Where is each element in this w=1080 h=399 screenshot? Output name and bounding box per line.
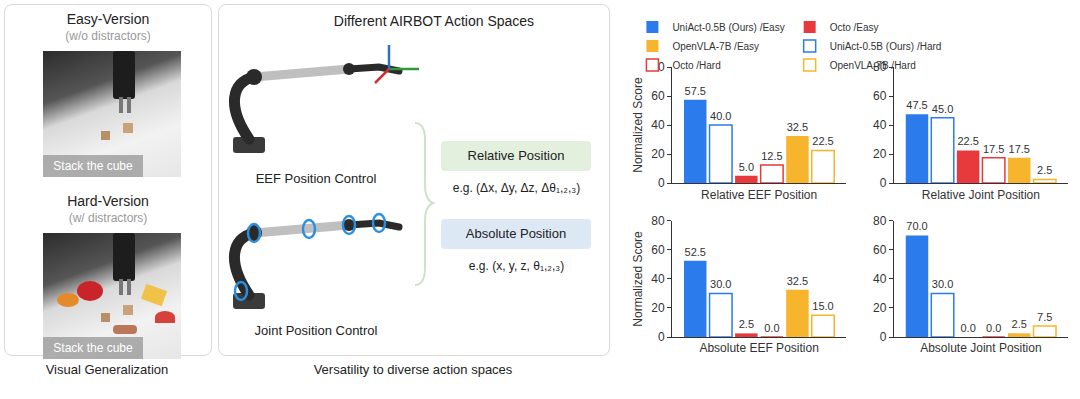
svg-text:0.0: 0.0 (986, 322, 1001, 334)
svg-text:47.5: 47.5 (906, 99, 927, 111)
svg-text:60: 60 (873, 243, 887, 257)
svg-text:17.5: 17.5 (1009, 143, 1030, 155)
svg-text:0: 0 (658, 176, 665, 190)
svg-text:5.0: 5.0 (739, 161, 754, 173)
svg-text:40: 40 (651, 118, 665, 132)
html-text:Different AIRBOT Action Spaces: Different AIRBOT Action Spaces (333, 13, 535, 29)
svg-text:2.5: 2.5 (1012, 318, 1027, 330)
svg-text:UniAct-0.5B (Ours) /Easy: UniAct-0.5B (Ours) /Easy (672, 22, 784, 33)
svg-text:Octo /Hard: Octo /Hard (672, 60, 720, 71)
svg-text:0: 0 (880, 176, 887, 190)
svg-text:60: 60 (873, 89, 887, 103)
svg-text:0.0: 0.0 (960, 322, 975, 334)
svg-text:60: 60 (651, 243, 665, 257)
html-text:EEF Position Control: EEF Position Control (255, 171, 377, 186)
svg-text:7.5: 7.5 (1037, 311, 1052, 323)
svg-text:80: 80 (873, 214, 887, 228)
svg-text:2.5: 2.5 (1037, 164, 1052, 176)
svg-text:57.5: 57.5 (685, 85, 706, 97)
html-text:Versatility to diverse action: Versatility to diverse action spaces (313, 362, 513, 377)
svg-text:15.0: 15.0 (812, 300, 833, 312)
html-text:Joint Position Control: Joint Position Control (254, 323, 378, 338)
svg-text:40.0: 40.0 (710, 110, 731, 122)
html-text:Easy-Version: Easy-Version (66, 11, 150, 27)
svg-text:Absolute Joint Position: Absolute Joint Position (920, 341, 1041, 355)
html-text:Visual Generalization: Visual Generalization (45, 362, 169, 377)
svg-text:Relative EEF Position: Relative EEF Position (701, 188, 817, 202)
svg-text:Octo /Easy: Octo /Easy (830, 22, 879, 33)
svg-text:20: 20 (873, 147, 887, 161)
svg-text:12.5: 12.5 (761, 150, 782, 162)
svg-text:Normalized Score: Normalized Score (631, 77, 645, 173)
svg-text:20: 20 (651, 301, 665, 315)
svg-text:32.5: 32.5 (787, 275, 808, 287)
svg-text:17.5: 17.5 (983, 143, 1004, 155)
svg-text:Absolute EEF Position: Absolute EEF Position (699, 341, 818, 355)
svg-text:OpenVLA-7B /Hard: OpenVLA-7B /Hard (830, 60, 916, 71)
svg-text:22.5: 22.5 (957, 135, 978, 147)
html-text:e.g. (Δx, Δy, Δz, Δθ₁,₂,₃): e.g. (Δx, Δy, Δz, Δθ₁,₂,₃) (452, 181, 581, 195)
html-text:Relative Position: Relative Position (467, 148, 565, 163)
svg-text:0: 0 (658, 330, 665, 344)
svg-text:22.5: 22.5 (812, 135, 833, 147)
svg-text:OpenVLA-7B /Easy: OpenVLA-7B /Easy (672, 41, 759, 52)
html-text:(w/ distractors): (w/ distractors) (68, 211, 148, 225)
svg-text:2.5: 2.5 (739, 318, 754, 330)
svg-text:60: 60 (651, 89, 665, 103)
svg-text:40: 40 (651, 272, 665, 286)
svg-text:0: 0 (880, 330, 887, 344)
html-text:Hard-Version: Hard-Version (67, 193, 149, 209)
svg-text:80: 80 (651, 214, 665, 228)
svg-text:Normalized Score: Normalized Score (631, 231, 645, 327)
svg-text:52.5: 52.5 (685, 246, 706, 258)
html-text:Stack the cube: Stack the cube (53, 341, 133, 355)
svg-text:Relative Joint Position: Relative Joint Position (922, 188, 1040, 202)
svg-text:0.0: 0.0 (764, 322, 779, 334)
svg-text:30.0: 30.0 (710, 278, 731, 290)
html-text:e.g. (x, y, z, θ₁,₂,₃): e.g. (x, y, z, θ₁,₂,₃) (468, 259, 565, 273)
html-text:(w/o distractors): (w/o distractors) (65, 29, 151, 43)
svg-text:20: 20 (651, 147, 665, 161)
svg-text:45.0: 45.0 (932, 103, 953, 115)
svg-text:40: 40 (873, 272, 887, 286)
svg-text:30.0: 30.0 (932, 278, 953, 290)
svg-text:70.0: 70.0 (906, 220, 927, 232)
svg-text:40: 40 (873, 118, 887, 132)
html-text:Absolute Position: Absolute Position (465, 226, 567, 241)
svg-text:20: 20 (873, 301, 887, 315)
svg-text:UniAct-0.5B (Ours) /Hard: UniAct-0.5B (Ours) /Hard (830, 41, 942, 52)
svg-text:32.5: 32.5 (787, 121, 808, 133)
html-text:Stack the cube: Stack the cube (53, 159, 133, 173)
